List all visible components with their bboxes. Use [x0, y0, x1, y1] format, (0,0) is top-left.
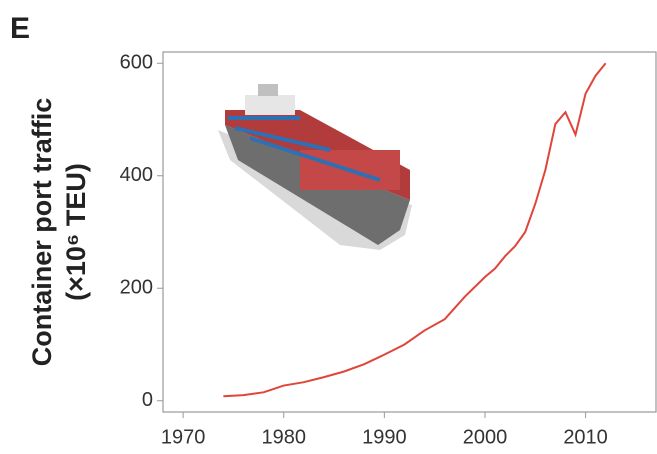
ship-illustration — [218, 84, 412, 250]
y-axis-label: Container port traffic — [27, 98, 57, 367]
x-tick-label: 1970 — [161, 426, 206, 448]
x-tick-label: 1980 — [261, 426, 306, 448]
x-tick-label: 2000 — [463, 426, 508, 448]
y-tick-label: 200 — [120, 277, 153, 299]
panel-label: E — [10, 12, 30, 45]
y-tick-label: 0 — [142, 389, 153, 411]
y-tick-label: 400 — [120, 164, 153, 186]
series-line — [223, 62, 607, 398]
y-axis-label: (×10⁶ TEU) — [61, 163, 91, 301]
x-tick-label: 1990 — [362, 426, 407, 448]
y-tick-label: 600 — [120, 52, 153, 74]
x-tick-label: 2010 — [563, 426, 608, 448]
plot-frame — [162, 51, 657, 413]
